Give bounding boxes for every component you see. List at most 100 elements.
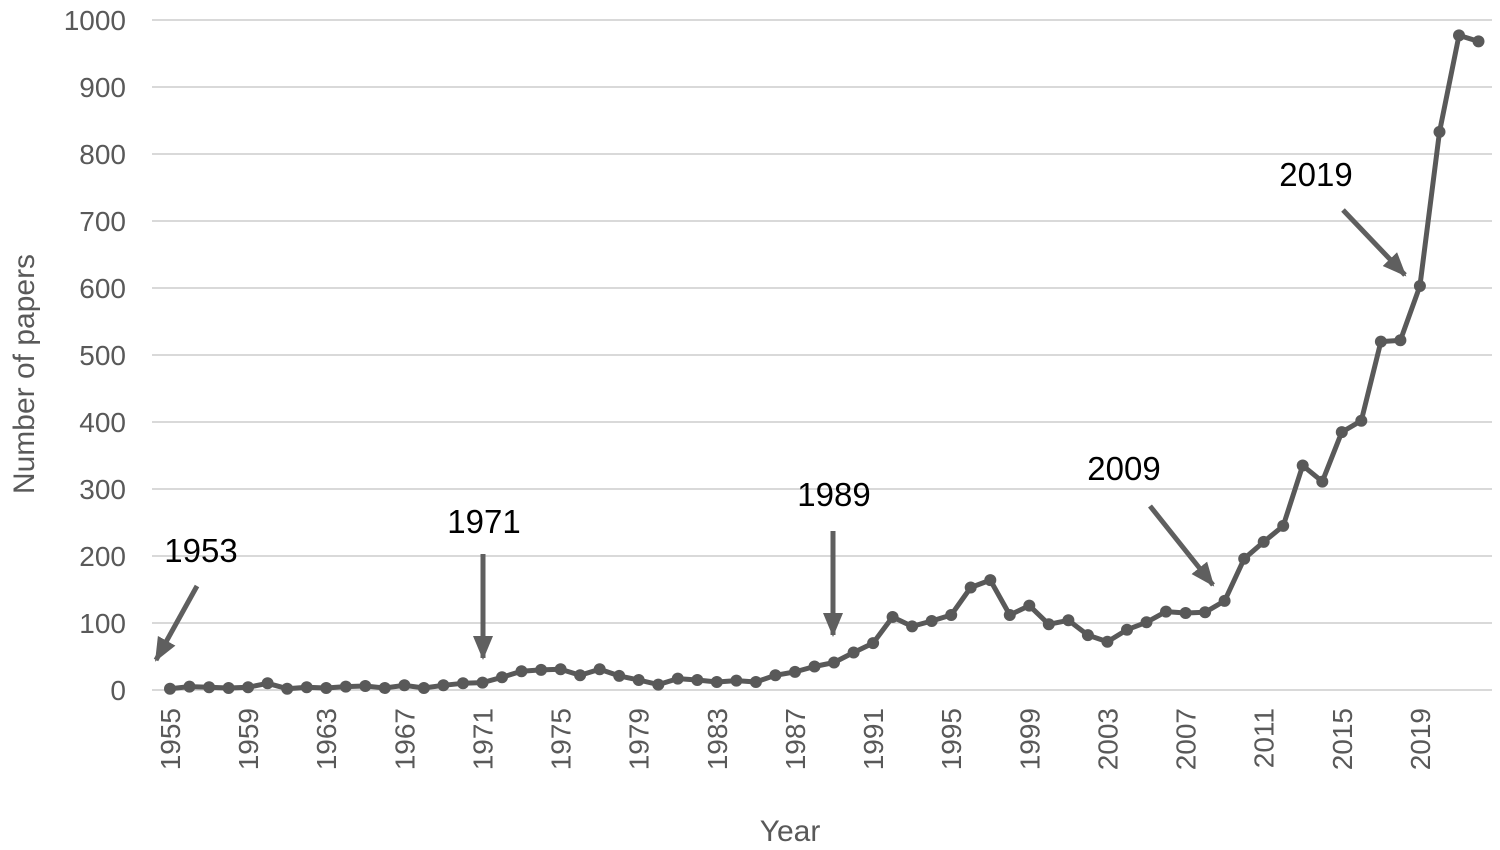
y-tick-label: 700 bbox=[79, 206, 126, 237]
data-point-1988 bbox=[808, 660, 821, 673]
data-point-1987 bbox=[789, 665, 801, 678]
data-point-2005 bbox=[1140, 616, 1153, 629]
data-point-1975 bbox=[554, 663, 567, 676]
data-point-1962 bbox=[300, 681, 313, 694]
data-point-2010 bbox=[1238, 552, 1251, 565]
data-point-1980 bbox=[652, 678, 665, 691]
data-point-1958 bbox=[222, 682, 235, 694]
data-point-1973 bbox=[515, 665, 528, 678]
data-point-1974 bbox=[535, 663, 548, 676]
y-tick-label: 500 bbox=[79, 340, 126, 371]
data-point-2008 bbox=[1199, 606, 1212, 619]
y-axis-ticks: 0 100 200 300 400 500 600 700 800 900 1000 bbox=[64, 5, 126, 706]
data-point-1999 bbox=[1023, 599, 1036, 612]
data-point-1989 bbox=[828, 656, 840, 669]
annotation-label-2009: 2009 bbox=[1087, 450, 1160, 487]
data-point-1997 bbox=[984, 574, 997, 587]
y-tick-label: 300 bbox=[79, 474, 126, 505]
annotation-arrow-1953 bbox=[153, 584, 200, 662]
x-axis-title: Year bbox=[760, 815, 821, 848]
y-tick-label: 1000 bbox=[64, 5, 126, 36]
annotations: 1953 1971 1989 2009 2019 bbox=[153, 156, 1407, 662]
data-point-1972 bbox=[496, 671, 508, 684]
data-point-1990 bbox=[847, 646, 860, 659]
data-point-1957 bbox=[203, 681, 216, 694]
x-tick-label: 1983 bbox=[702, 708, 733, 770]
data-point-1964 bbox=[339, 680, 352, 693]
data-point-2018 bbox=[1394, 334, 1407, 347]
data-point-2012 bbox=[1277, 519, 1290, 532]
x-tick-label: 1959 bbox=[233, 708, 264, 770]
x-tick-label: 1963 bbox=[311, 708, 342, 770]
data-point-1981 bbox=[671, 672, 684, 685]
data-point-1992 bbox=[886, 611, 899, 623]
x-tick-label: 1991 bbox=[858, 708, 889, 770]
data-point-1967 bbox=[398, 679, 411, 692]
data-point-1982 bbox=[691, 674, 704, 686]
data-point-2003 bbox=[1101, 635, 1114, 648]
x-tick-label: 1975 bbox=[546, 708, 577, 770]
y-tick-label: 100 bbox=[79, 608, 126, 639]
y-tick-label: 800 bbox=[79, 139, 126, 170]
data-point-1959 bbox=[242, 681, 255, 694]
series-line bbox=[169, 32, 1480, 692]
x-tick-label: 1979 bbox=[624, 708, 655, 770]
data-point-1976 bbox=[574, 669, 587, 682]
data-point-2011 bbox=[1257, 535, 1270, 548]
gridlines bbox=[152, 19, 1492, 691]
data-point-1968 bbox=[417, 682, 430, 694]
data-point-2016 bbox=[1355, 414, 1368, 427]
y-tick-label: 900 bbox=[79, 72, 126, 103]
x-axis-ticks: 1955 1959 1963 1967 1971 1975 1979 1983 1987 1991… bbox=[155, 708, 1436, 770]
data-point-2022 bbox=[1472, 35, 1485, 48]
data-point-2019 bbox=[1413, 280, 1426, 292]
data-point-2013 bbox=[1296, 459, 1309, 472]
data-point-2004 bbox=[1121, 623, 1133, 636]
y-tick-label: 200 bbox=[79, 541, 126, 572]
data-point-1971 bbox=[476, 676, 489, 689]
data-point-1985 bbox=[749, 676, 762, 688]
data-point-2021 bbox=[1453, 29, 1465, 42]
data-point-1996 bbox=[964, 581, 977, 594]
data-point-1956 bbox=[183, 680, 196, 693]
data-point-2009 bbox=[1218, 594, 1231, 607]
x-tick-label: 1971 bbox=[467, 708, 498, 770]
x-tick-label: 1955 bbox=[155, 708, 186, 770]
data-point-1963 bbox=[320, 682, 333, 694]
data-point-1977 bbox=[593, 663, 606, 676]
annotation-arrow-2009 bbox=[1148, 504, 1215, 587]
x-tick-label: 1999 bbox=[1014, 708, 1045, 770]
data-point-1978 bbox=[613, 669, 626, 682]
annotation-label-1971: 1971 bbox=[447, 503, 520, 540]
data-point-2007 bbox=[1179, 607, 1192, 619]
data-point-1984 bbox=[730, 674, 743, 687]
data-point-1965 bbox=[359, 680, 372, 692]
annotation-label-2019: 2019 bbox=[1279, 156, 1352, 193]
data-point-1995 bbox=[945, 609, 958, 621]
data-point-1998 bbox=[1003, 609, 1016, 621]
x-tick-label: 1995 bbox=[936, 708, 967, 770]
data-point-1966 bbox=[378, 682, 391, 694]
x-tick-label: 2003 bbox=[1092, 708, 1123, 770]
data-point-1979 bbox=[632, 674, 645, 686]
y-axis-title: Number of papers bbox=[8, 254, 41, 494]
y-tick-label: 600 bbox=[79, 273, 126, 304]
series-group bbox=[164, 29, 1485, 695]
x-tick-label: 2007 bbox=[1171, 708, 1202, 770]
data-point-2000 bbox=[1042, 618, 1055, 631]
data-point-2002 bbox=[1081, 629, 1094, 642]
data-point-1960 bbox=[261, 677, 274, 690]
data-point-2017 bbox=[1374, 335, 1387, 348]
data-point-2015 bbox=[1335, 426, 1348, 439]
data-point-2014 bbox=[1316, 475, 1329, 488]
data-point-2001 bbox=[1062, 614, 1075, 627]
data-point-1969 bbox=[437, 679, 450, 692]
data-point-1970 bbox=[457, 677, 469, 690]
data-point-1994 bbox=[925, 615, 938, 627]
data-point-1955 bbox=[164, 682, 176, 695]
x-tick-label: 1987 bbox=[780, 708, 811, 770]
annotation-arrow-2019 bbox=[1341, 208, 1407, 277]
data-point-1983 bbox=[710, 676, 723, 688]
annotation-label-1989: 1989 bbox=[797, 476, 870, 513]
